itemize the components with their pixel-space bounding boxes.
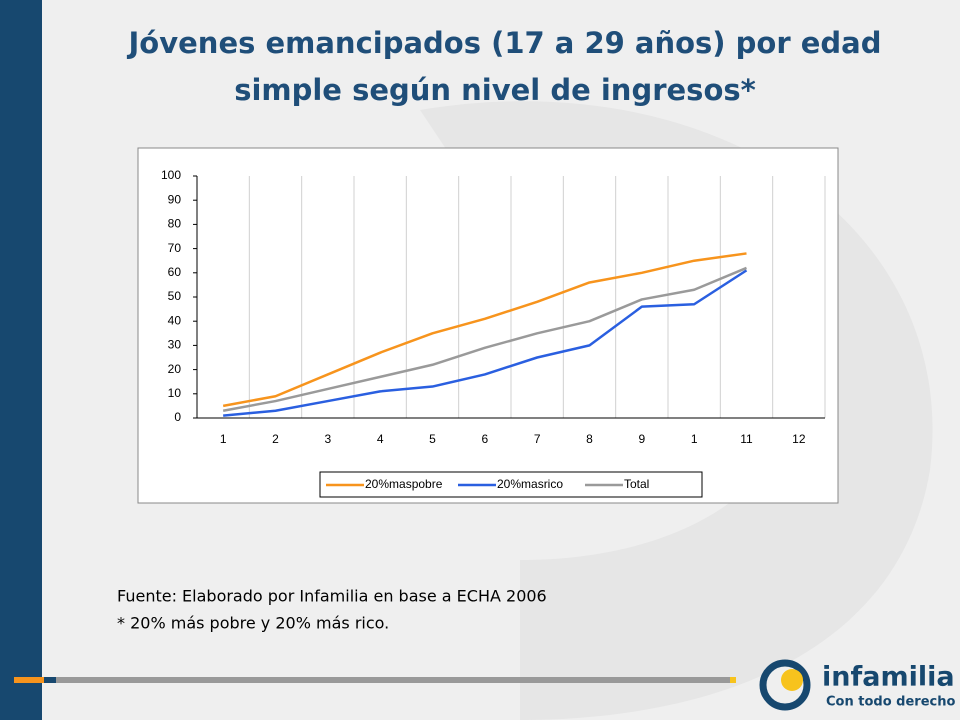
- y-tick-label: 0: [174, 410, 181, 424]
- footer-bar: [56, 677, 736, 683]
- x-tick-label: 7: [534, 432, 541, 446]
- title: simple según nivel de ingresos*: [234, 73, 756, 107]
- y-tick-label: 20: [168, 362, 182, 376]
- legend: [319, 471, 703, 498]
- x-tick-label: 1: [220, 432, 227, 446]
- x-tick-label: 11: [740, 432, 753, 446]
- side-stripe: [0, 0, 42, 720]
- footer-accent: [44, 677, 56, 683]
- footer-accent: [14, 677, 44, 683]
- y-tick-label: 60: [168, 265, 182, 279]
- x-tick-label: 6: [481, 432, 488, 446]
- chart-frame: [137, 147, 839, 504]
- x-tick-label: 8: [586, 432, 593, 446]
- note: * 20% más pobre y 20% más rico.: [117, 614, 389, 633]
- y-tick-label: 90: [168, 192, 182, 206]
- y-tick-label: 70: [168, 241, 182, 255]
- logo-icon: [759, 659, 811, 711]
- y-tick-label: 80: [168, 217, 182, 231]
- legend-label: 20%masrico: [497, 477, 563, 491]
- legend-label: 20%maspobre: [365, 477, 443, 491]
- logo-icon: [781, 669, 803, 691]
- x-tick-label: 4: [377, 432, 384, 446]
- x-tick-label: 3: [324, 432, 331, 446]
- source: Fuente: Elaborado por Infamilia en base …: [117, 587, 547, 606]
- x-tick-label: 2: [272, 432, 279, 446]
- series-line: [222, 266, 747, 412]
- logo: infamilia: [822, 662, 955, 693]
- y-tick-label: 40: [168, 313, 182, 327]
- x-tick-label: 9: [638, 432, 645, 446]
- y-tick-label: 100: [161, 168, 181, 182]
- y-tick-label: 10: [168, 386, 182, 400]
- logo-tagline: Con todo derecho: [826, 695, 955, 710]
- x-tick-label: 12: [792, 432, 806, 446]
- series-line: [223, 269, 748, 417]
- footer-accent: [730, 677, 736, 683]
- series-line: [222, 252, 747, 408]
- legend-label: Total: [624, 477, 649, 491]
- y-tick-label: 30: [168, 338, 182, 352]
- title: Jóvenes emancipados (17 a 29 años) por e…: [127, 26, 882, 60]
- y-tick-label: 50: [168, 289, 182, 303]
- x-tick-label: 5: [429, 432, 436, 446]
- x-tick-label: 1: [691, 432, 698, 446]
